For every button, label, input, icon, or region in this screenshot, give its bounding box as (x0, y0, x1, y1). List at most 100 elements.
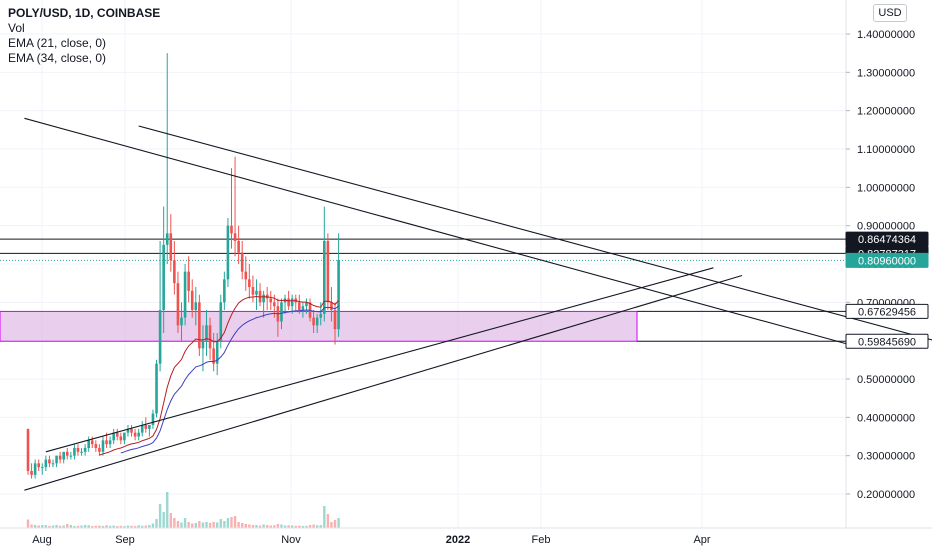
volume-bar (183, 518, 187, 528)
volume-bar (330, 522, 333, 528)
volume-bar (269, 525, 272, 528)
candle-body (165, 233, 169, 245)
price-label: 0.67629456 (858, 306, 916, 318)
candle-body (319, 313, 323, 318)
candle-body (219, 302, 223, 341)
candle-body (130, 428, 133, 433)
volume-bar (108, 525, 112, 528)
candle-body (48, 459, 51, 464)
candle-body (298, 302, 301, 310)
volume-bar (194, 523, 197, 528)
volume-bar (187, 522, 190, 528)
volume-bar (76, 525, 80, 528)
price-label: 0.86474364 (858, 234, 916, 246)
candle-body (287, 298, 290, 307)
volume-bar (101, 526, 105, 528)
symbol-title[interactable]: POLY/USD, 1D, COINBASE (8, 6, 161, 20)
price-tick-label: 0.90000000 (857, 221, 915, 233)
volume-bar (80, 525, 83, 528)
candle-body (330, 302, 333, 310)
candle-body (315, 317, 319, 326)
volume-bar (148, 525, 151, 528)
candle-body (187, 271, 190, 291)
volume-bar (116, 526, 119, 528)
candle-body (237, 241, 240, 253)
candle-body (233, 233, 237, 241)
volume-bar (280, 524, 283, 528)
date-tick-label: Nov (281, 534, 301, 546)
volume-bar (130, 525, 133, 528)
candle-body (115, 432, 119, 437)
volume-bar (133, 526, 137, 528)
candle-body (173, 260, 176, 284)
volume-bar (226, 518, 230, 528)
price-tick-label: 1.20000000 (857, 106, 915, 118)
currency-button[interactable]: USD (873, 4, 907, 22)
volume-bar (258, 525, 262, 528)
candle-body (273, 302, 276, 307)
volume-bar (62, 525, 65, 528)
volume-bar (73, 526, 76, 528)
volume-bar (276, 524, 280, 528)
candle-body (98, 448, 101, 452)
volume-bar (126, 525, 130, 528)
price-tick-label: 1.00000000 (857, 182, 915, 194)
price-tick-label: 0.40000000 (857, 412, 915, 424)
legend-ema34[interactable]: EMA (34, close, 0) (8, 51, 107, 65)
volume-bar (265, 525, 269, 528)
candle-body (223, 279, 226, 303)
volume-bar (26, 519, 30, 528)
volume-bar (155, 519, 158, 528)
volume-bar (173, 518, 176, 528)
price-label: 0.80960000 (858, 255, 916, 267)
candle-body (151, 413, 155, 425)
candle-body (251, 287, 255, 295)
volume-bar (166, 492, 169, 528)
volume-bar (308, 525, 312, 528)
volume-bar (66, 524, 69, 528)
volume-bar (137, 525, 140, 528)
price-tick-label: 1.40000000 (857, 29, 915, 41)
candle-body (248, 279, 251, 287)
candle-body (162, 244, 165, 310)
candle-body (312, 317, 315, 326)
volume-bar (323, 506, 326, 528)
volume-bar (237, 522, 240, 528)
volume-bar (255, 525, 258, 528)
candle-body (337, 260, 340, 330)
volume-bar (48, 525, 51, 528)
candle-body (44, 459, 48, 468)
volume-bar (248, 524, 251, 528)
legend-vol[interactable]: Vol (8, 21, 25, 35)
volume-bar (83, 525, 87, 528)
candle-body (55, 455, 58, 464)
legend-ema21[interactable]: EMA (21, close, 0) (8, 36, 107, 50)
candle-body (215, 340, 219, 364)
trendline (24, 117, 850, 346)
candle-body (40, 467, 44, 469)
volume-bar (244, 524, 247, 528)
candle-body (94, 444, 98, 448)
volume-bar (305, 525, 308, 528)
volume-bar (169, 513, 172, 528)
candle-body (62, 451, 65, 460)
candle-body (255, 290, 258, 295)
trendline (24, 274, 743, 491)
candle-body (205, 325, 208, 341)
candle-body (140, 425, 144, 433)
volume-bar (216, 522, 219, 528)
price-tick-label: 0.50000000 (857, 374, 915, 386)
volume-bar (262, 524, 265, 528)
price-tick-label: 1.30000000 (857, 67, 915, 79)
candle-body (87, 440, 90, 448)
candle-body (230, 225, 233, 234)
volume-bar (94, 525, 98, 528)
candle-body (169, 233, 173, 261)
trendline (45, 267, 714, 453)
candle-body (108, 440, 112, 445)
candle-body (37, 463, 41, 468)
candle-body (83, 448, 87, 452)
volume-bar (290, 525, 294, 528)
